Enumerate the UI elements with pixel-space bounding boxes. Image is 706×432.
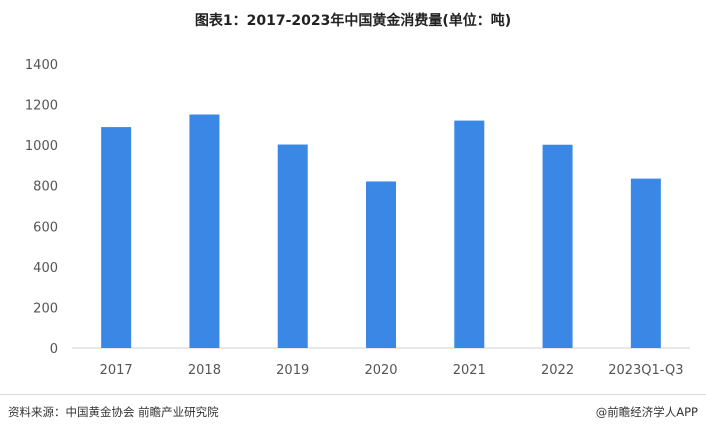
y-tick-label: 0 bbox=[50, 342, 58, 357]
x-tick-label: 2021 bbox=[453, 363, 486, 378]
y-tick-label: 400 bbox=[33, 261, 58, 276]
x-tick-label: 2017 bbox=[100, 363, 133, 378]
source-note: 资料来源：中国黄金协会 前瞻产业研究院 bbox=[8, 405, 219, 419]
bar-2020 bbox=[366, 181, 396, 348]
y-tick-label: 1000 bbox=[25, 139, 58, 154]
x-tick-label: 2022 bbox=[541, 363, 574, 378]
bar-2022 bbox=[542, 144, 573, 348]
brand-label: @前瞻经济学人APP bbox=[595, 405, 698, 419]
x-tick-label: 2023Q1-Q3 bbox=[608, 363, 683, 378]
y-tick-label: 800 bbox=[33, 180, 58, 195]
bar-2017 bbox=[101, 127, 132, 349]
bar-2019 bbox=[277, 144, 308, 348]
y-tick-label: 600 bbox=[33, 220, 58, 235]
bar-2021 bbox=[454, 120, 485, 349]
x-tick-label: 2019 bbox=[276, 363, 309, 378]
x-tick-label: 2018 bbox=[188, 363, 221, 378]
x-tick-label: 2020 bbox=[364, 363, 397, 378]
y-tick-label: 1200 bbox=[25, 99, 58, 114]
chart-title: 图表1：2017-2023年中国黄金消费量(单位：吨) bbox=[194, 13, 512, 29]
bar-2018 bbox=[189, 114, 220, 348]
y-tick-label: 200 bbox=[33, 301, 58, 316]
y-tick-label: 1400 bbox=[25, 58, 58, 73]
divider bbox=[0, 394, 706, 395]
bar-2023Q1-Q3 bbox=[630, 178, 661, 348]
